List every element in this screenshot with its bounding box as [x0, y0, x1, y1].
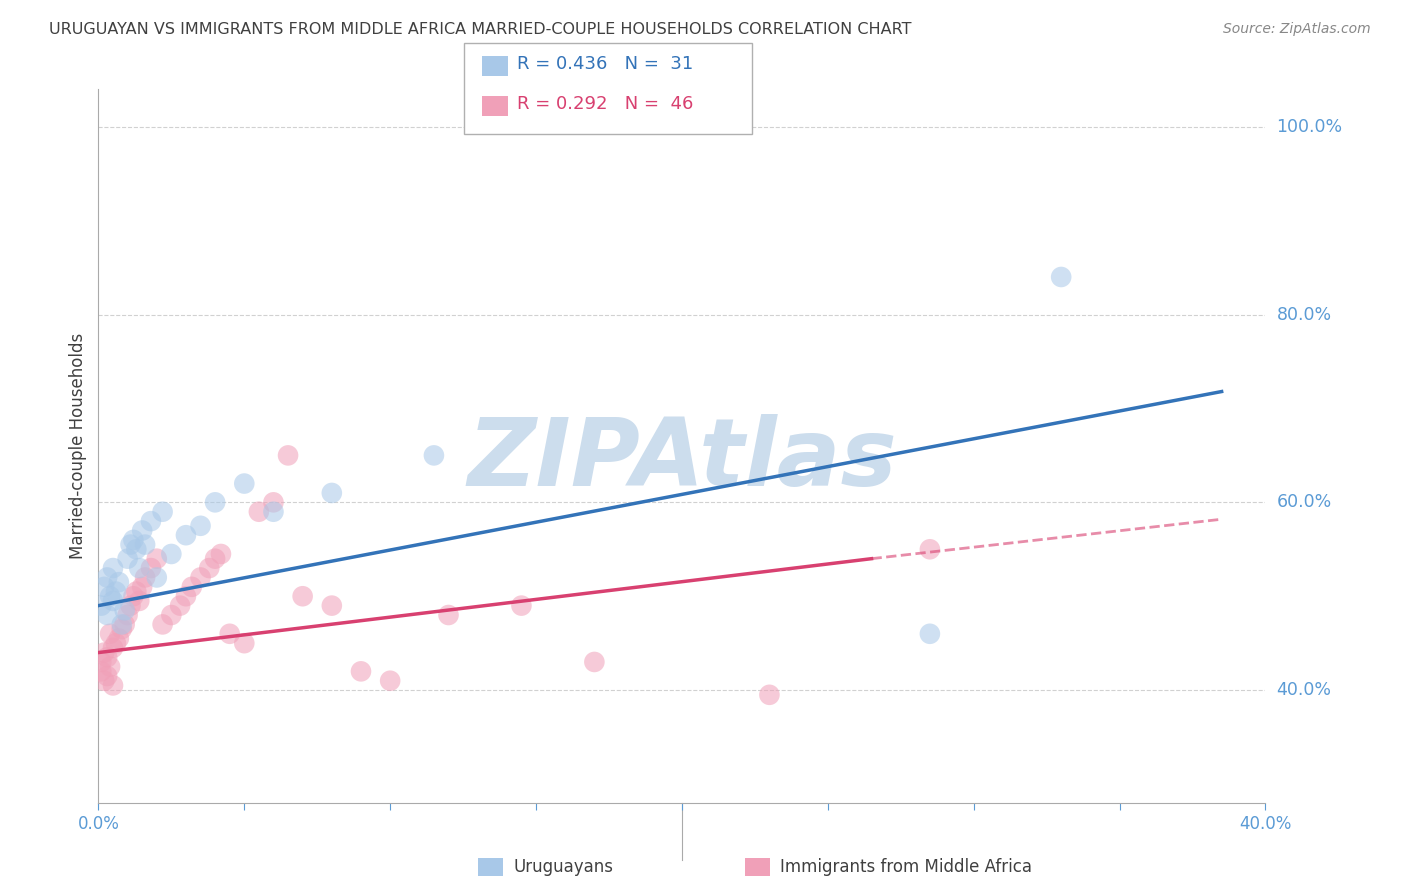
Point	[90, 599, 112, 613]
Point	[114, 617, 136, 632]
Point	[101, 594, 124, 608]
Point	[117, 551, 139, 566]
Point	[190, 570, 212, 584]
Point	[111, 622, 134, 636]
Point	[174, 528, 197, 542]
Point	[350, 665, 373, 679]
Point	[93, 580, 115, 594]
Point	[262, 505, 284, 519]
Point	[96, 570, 118, 584]
Point	[93, 673, 115, 688]
Text: 40.0%: 40.0%	[1277, 681, 1331, 699]
Text: 100.0%: 100.0%	[1277, 118, 1343, 136]
Point	[180, 580, 202, 594]
Point	[233, 476, 256, 491]
Point	[90, 665, 112, 679]
Point	[423, 449, 446, 463]
Text: Immigrants from Middle Africa: Immigrants from Middle Africa	[780, 858, 1032, 876]
Point	[139, 561, 162, 575]
Point	[262, 495, 284, 509]
Point	[108, 575, 131, 590]
Point	[918, 627, 941, 641]
Point	[125, 542, 148, 557]
Point	[96, 650, 118, 665]
Point	[101, 678, 124, 692]
Point	[204, 551, 226, 566]
Point	[758, 688, 780, 702]
Point	[98, 589, 121, 603]
Point	[131, 580, 153, 594]
Point	[98, 659, 121, 673]
Point	[918, 542, 941, 557]
Point	[174, 589, 197, 603]
Point	[122, 533, 145, 547]
Point	[190, 518, 212, 533]
Point	[437, 607, 460, 622]
Point	[122, 589, 145, 603]
Point	[96, 607, 118, 622]
Point	[117, 607, 139, 622]
Text: R = 0.292   N =  46: R = 0.292 N = 46	[517, 95, 693, 113]
Point	[247, 505, 270, 519]
Point	[321, 486, 343, 500]
Point	[510, 599, 533, 613]
Point	[114, 603, 136, 617]
Point	[169, 599, 191, 613]
Point	[146, 551, 169, 566]
Point	[98, 627, 121, 641]
Point	[128, 594, 150, 608]
Point	[583, 655, 606, 669]
Point	[104, 584, 127, 599]
Point	[108, 632, 131, 646]
Point	[90, 655, 112, 669]
Point	[93, 646, 115, 660]
Point	[160, 547, 183, 561]
Text: R = 0.436   N =  31: R = 0.436 N = 31	[517, 55, 693, 73]
Point	[233, 636, 256, 650]
Point	[277, 449, 299, 463]
Point	[128, 561, 150, 575]
Point	[111, 617, 134, 632]
Text: 60.0%: 60.0%	[1277, 493, 1331, 511]
Point	[125, 584, 148, 599]
Point	[120, 538, 142, 552]
Point	[1050, 270, 1073, 285]
Point	[120, 599, 142, 613]
Point	[104, 636, 127, 650]
Point	[96, 669, 118, 683]
Point	[291, 589, 314, 603]
Point	[134, 570, 156, 584]
Point	[139, 514, 162, 528]
Point	[134, 538, 156, 552]
Text: Source: ZipAtlas.com: Source: ZipAtlas.com	[1223, 22, 1371, 37]
Point	[218, 627, 240, 641]
Text: ZIPAtlas: ZIPAtlas	[467, 414, 897, 507]
Point	[101, 640, 124, 655]
Point	[146, 570, 169, 584]
Text: URUGUAYAN VS IMMIGRANTS FROM MIDDLE AFRICA MARRIED-COUPLE HOUSEHOLDS CORRELATION: URUGUAYAN VS IMMIGRANTS FROM MIDDLE AFRI…	[49, 22, 911, 37]
Point	[204, 495, 226, 509]
Y-axis label: Married-couple Households: Married-couple Households	[69, 333, 87, 559]
Point	[198, 561, 221, 575]
Point	[131, 524, 153, 538]
Point	[101, 561, 124, 575]
Point	[209, 547, 232, 561]
Point	[380, 673, 402, 688]
Text: 80.0%: 80.0%	[1277, 306, 1331, 324]
Point	[160, 607, 183, 622]
Point	[321, 599, 343, 613]
Text: Uruguayans: Uruguayans	[513, 858, 613, 876]
Point	[152, 505, 174, 519]
Point	[152, 617, 174, 632]
